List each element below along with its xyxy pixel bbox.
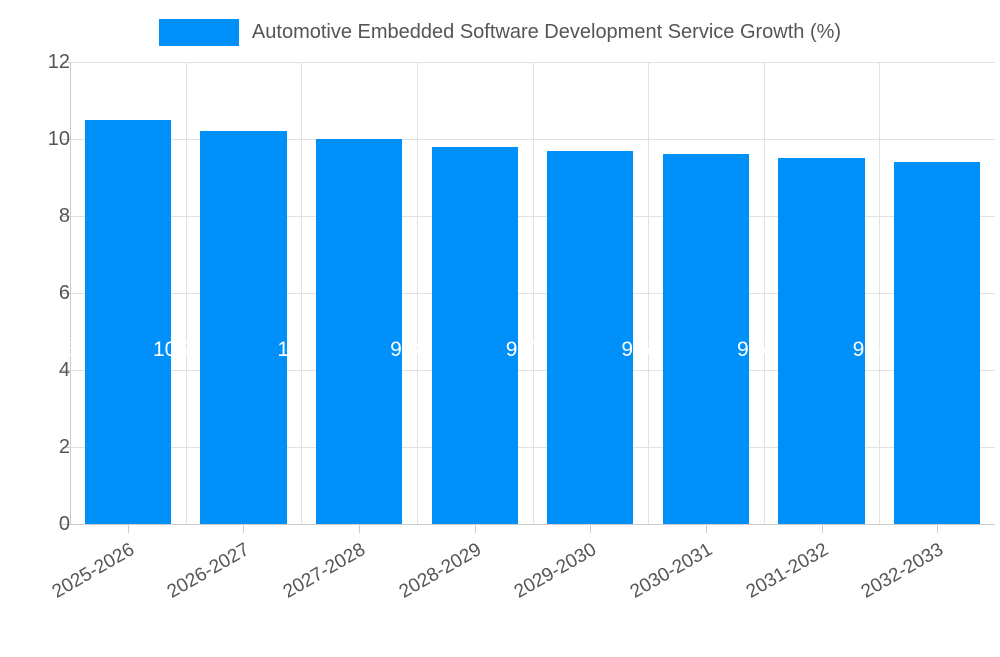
- x-axis-line: [70, 524, 995, 525]
- y-gridline: [70, 370, 995, 371]
- plot-area: [70, 62, 995, 525]
- bar-value-label: 9.6: [621, 337, 651, 361]
- bar[interactable]: [894, 162, 981, 524]
- bar[interactable]: [778, 158, 865, 524]
- x-tick-mark: [359, 524, 360, 533]
- x-tick-mark: [822, 524, 823, 533]
- bar-value-label: 9.8: [390, 337, 420, 361]
- bar-value-label: 9.7: [505, 337, 535, 361]
- y-tick-mark: [62, 139, 70, 140]
- y-tick-mark: [62, 524, 70, 525]
- chart-legend[interactable]: Automotive Embedded Software Development…: [0, 14, 1000, 50]
- x-gridline: [417, 62, 418, 524]
- y-tick-mark: [62, 370, 70, 371]
- y-tick-label: 8: [58, 205, 70, 227]
- bar[interactable]: [662, 154, 749, 524]
- y-gridline: [70, 216, 995, 217]
- y-axis: 0 2 4 6 8 10 12: [0, 0, 70, 600]
- bar-value-label: 10.5: [37, 337, 79, 361]
- x-tick-mark: [243, 524, 244, 533]
- y-tick-label: 0: [58, 513, 70, 535]
- y-tick-label: 2: [58, 436, 70, 458]
- bar-value-label: 9.5: [736, 337, 767, 361]
- bar[interactable]: [431, 146, 518, 524]
- x-tick-mark: [475, 524, 476, 533]
- legend-color-swatch[interactable]: [158, 18, 239, 46]
- y-axis-line: [70, 62, 71, 524]
- y-tick-mark: [62, 293, 70, 294]
- bar[interactable]: [315, 139, 403, 524]
- bar-value-label: 10: [277, 337, 301, 361]
- bar-chart: Automotive Embedded Software Development…: [0, 0, 1000, 603]
- bar-value-label: 10.2: [152, 337, 194, 361]
- bar[interactable]: [547, 150, 634, 524]
- x-gridline: [186, 62, 187, 524]
- bar[interactable]: [200, 131, 287, 524]
- y-gridline: [70, 447, 995, 448]
- x-tick-mark: [937, 524, 938, 533]
- y-tick-label: 10: [47, 128, 70, 150]
- x-gridline: [648, 62, 649, 524]
- legend-label: Automotive Embedded Software Development…: [251, 21, 842, 43]
- y-tick-label: 6: [58, 282, 70, 304]
- y-gridline: [70, 139, 995, 140]
- y-tick-label: 4: [58, 359, 70, 381]
- y-tick-mark: [62, 62, 70, 63]
- y-gridline: [70, 293, 995, 294]
- x-tick-mark: [128, 524, 129, 533]
- x-gridline: [764, 62, 765, 524]
- y-tick-mark: [62, 447, 70, 448]
- y-tick-label: 12: [47, 51, 70, 73]
- x-gridline: [533, 62, 534, 524]
- y-tick-mark: [62, 216, 70, 217]
- x-tick-mark: [706, 524, 707, 533]
- y-gridline: [70, 62, 995, 63]
- bar-value-label: 9.4: [852, 337, 882, 361]
- x-tick-mark: [590, 524, 591, 533]
- x-gridline: [301, 62, 302, 524]
- bar[interactable]: [84, 119, 171, 524]
- x-gridline: [879, 62, 880, 524]
